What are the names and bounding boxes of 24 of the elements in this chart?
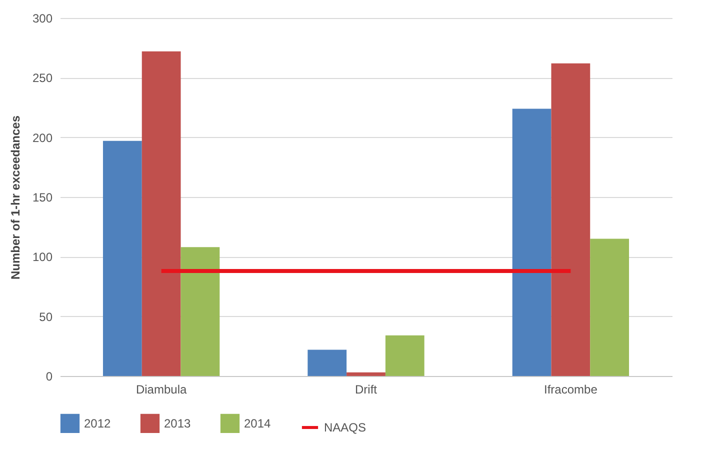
y-tick-label: 300 (32, 12, 53, 26)
x-tick-label: Drift (355, 382, 378, 396)
x-tick-label: Diambula (136, 382, 187, 396)
legend-label: NAAQS (324, 420, 366, 434)
y-axis-title: Number of 1-hr exceedances (8, 115, 22, 280)
y-tick-label: 50 (39, 310, 53, 324)
bar (142, 51, 181, 376)
y-tick-label: 100 (32, 250, 53, 264)
bar (385, 335, 424, 376)
bar (308, 350, 347, 376)
bar (180, 247, 220, 376)
bar (512, 108, 552, 376)
y-tick-label: 200 (32, 130, 53, 145)
y-tick-label: 0 (46, 370, 53, 384)
legend-label: 2013 (164, 416, 192, 430)
legend-label: 2012 (84, 416, 112, 430)
x-tick-label: Ifracombe (544, 382, 598, 396)
bar (551, 63, 590, 376)
bar (590, 238, 630, 376)
y-tick-label: 150 (32, 190, 53, 204)
y-tick-label: 250 (32, 71, 53, 86)
legend-label: 2014 (244, 416, 272, 430)
bar (102, 140, 142, 376)
bar (346, 372, 386, 376)
